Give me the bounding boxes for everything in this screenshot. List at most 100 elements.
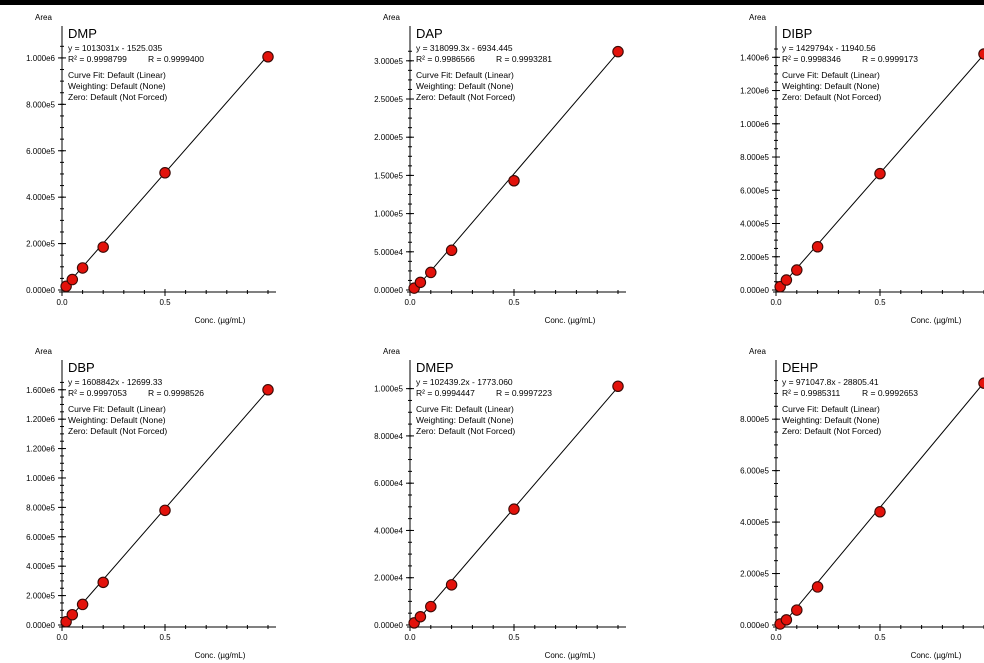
compound-title: DMEP	[416, 360, 454, 375]
data-point	[97, 241, 109, 253]
data-point	[414, 276, 427, 289]
weighting-info: Weighting: Default (None)	[416, 81, 514, 91]
x-axis-label: Conc. (µg/mL)	[545, 651, 596, 660]
y-tick-label: 2.000e5	[26, 592, 55, 601]
data-point	[811, 241, 824, 253]
y-tick-label: 1.000e6	[26, 54, 55, 63]
r-value: R = 0.9992653	[862, 388, 918, 398]
data-point	[811, 581, 824, 593]
compound-title: DAP	[416, 26, 443, 41]
r-squared-value: R² = 0.9998346	[782, 54, 841, 64]
y-axis-label: Area	[383, 13, 400, 22]
y-tick-label: 0.000e0	[26, 621, 55, 630]
data-point	[76, 598, 89, 611]
regression-equation: y = 1429794x - 11940.56	[782, 43, 876, 53]
y-tick-label: 1.200e6	[740, 87, 769, 96]
y-tick-label: 0.000e0	[740, 286, 769, 295]
zero-info: Zero: Default (Not Forced)	[68, 92, 167, 102]
regression-equation: y = 102439.2x - 1773.060	[416, 377, 513, 387]
x-tick-label: 0.5	[508, 298, 520, 307]
zero-info: Zero: Default (Not Forced)	[782, 92, 881, 102]
y-tick-label: 1.000e5	[374, 210, 403, 219]
compound-title: DBP	[68, 360, 95, 375]
r-value: R = 0.9999400	[148, 54, 204, 64]
weighting-info: Weighting: Default (None)	[416, 415, 514, 425]
y-tick-label: 2.000e4	[374, 574, 403, 583]
y-tick-label: 0.000e0	[26, 286, 55, 295]
data-point	[445, 244, 458, 257]
y-tick-label: 4.000e5	[740, 220, 769, 229]
curve-fit-info: Curve Fit: Default (Linear)	[782, 404, 880, 414]
data-point	[97, 576, 109, 589]
y-tick-label: 4.000e5	[26, 193, 55, 202]
y-tick-label: 8.000e4	[374, 432, 403, 441]
r-value: R = 0.9998526	[148, 388, 204, 398]
curve-fit-info: Curve Fit: Default (Linear)	[416, 404, 514, 414]
data-point	[66, 273, 79, 286]
y-tick-label: 8.000e5	[740, 415, 769, 424]
chart-panel-dehp: Area Conc. (µg/mL) 0.000e0 2.000e5 4.000e5 6.…	[740, 347, 984, 660]
x-axis-label: Conc. (µg/mL)	[911, 651, 962, 660]
data-point	[262, 51, 274, 63]
weighting-info: Weighting: Default (None)	[68, 415, 166, 425]
x-tick-label: 0.5	[508, 633, 520, 642]
y-tick-label: 1.000e5	[374, 385, 403, 394]
data-point	[978, 48, 984, 60]
regression-equation: y = 1608842x - 12699.33	[68, 377, 163, 387]
y-axis-label: Area	[35, 347, 52, 356]
y-tick-label: 8.000e5	[26, 503, 55, 512]
data-point	[978, 377, 984, 389]
x-tick-label: 0.0	[56, 633, 68, 642]
data-point	[262, 384, 274, 396]
data-point	[159, 504, 171, 517]
y-tick-label: 5.000e4	[374, 248, 403, 257]
data-point	[445, 579, 458, 591]
y-tick-label: 2.000e5	[374, 133, 403, 142]
r-squared-value: R² = 0.9998799	[68, 54, 127, 64]
data-point	[414, 610, 427, 623]
y-axis-label: Area	[383, 347, 400, 356]
regression-equation: y = 318099.3x - 6934.445	[416, 43, 513, 53]
y-tick-label: 6.000e5	[740, 186, 769, 195]
y-tick-label: 1.000e6	[26, 474, 55, 483]
y-tick-label: 4.000e5	[740, 518, 769, 527]
chart-panel-dap: Area Conc. (µg/mL) 0.000e0 5.000e4 1.000e5 1.…	[374, 13, 626, 325]
regression-equation: y = 1013031x - 1525.035	[68, 43, 163, 53]
weighting-info: Weighting: Default (None)	[68, 81, 166, 91]
r-squared-value: R² = 0.9986566	[416, 54, 475, 64]
zero-info: Zero: Default (Not Forced)	[416, 92, 515, 102]
y-tick-label: 6.000e5	[26, 533, 55, 542]
y-tick-label: 4.000e5	[26, 562, 55, 571]
y-tick-label: 8.000e5	[26, 100, 55, 109]
x-tick-label: 0.0	[770, 298, 782, 307]
x-axis-label: Conc. (µg/mL)	[195, 316, 246, 325]
x-axis-label: Conc. (µg/mL)	[545, 316, 596, 325]
x-tick-label: 0.5	[159, 633, 171, 642]
data-point	[791, 264, 803, 276]
r-squared-value: R² = 0.9997053	[68, 388, 127, 398]
x-tick-label: 0.0	[404, 298, 416, 307]
zero-info: Zero: Default (Not Forced)	[782, 426, 881, 436]
y-axis-label: Area	[35, 13, 52, 22]
data-point	[780, 274, 793, 286]
data-point	[791, 604, 803, 616]
r-squared-value: R² = 0.9994447	[416, 388, 475, 398]
data-point	[66, 608, 79, 621]
data-point	[425, 600, 437, 613]
curve-fit-info: Curve Fit: Default (Linear)	[68, 404, 166, 414]
r-value: R = 0.9993281	[496, 54, 552, 64]
compound-title: DIBP	[782, 26, 812, 41]
data-point	[874, 506, 886, 518]
r-value: R = 0.9999173	[862, 54, 918, 64]
data-point	[508, 175, 520, 187]
regression-equation: y = 971047.8x - 28805.41	[782, 377, 879, 387]
data-point	[874, 167, 886, 180]
y-axis-label: Area	[749, 347, 766, 356]
x-tick-label: 0.0	[404, 633, 416, 642]
x-axis-label: Conc. (µg/mL)	[195, 651, 246, 660]
weighting-info: Weighting: Default (None)	[782, 415, 880, 425]
curve-fit-info: Curve Fit: Default (Linear)	[416, 70, 514, 80]
x-tick-label: 0.0	[56, 298, 68, 307]
chart-panel-dbp: Area Conc. (µg/mL) 0.000e0 2.000e5 4.000e5 6.…	[26, 347, 276, 660]
